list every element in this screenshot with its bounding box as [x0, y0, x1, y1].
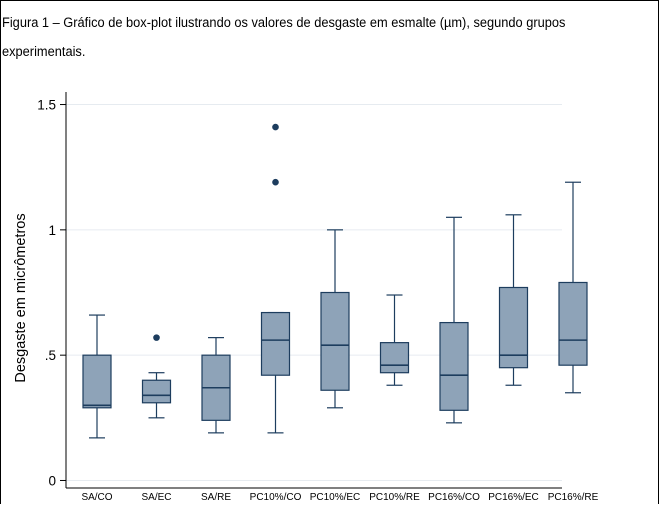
y-axis-label: Desgaste em micrômetros — [13, 213, 29, 382]
y-axis-ticks: 0 .5 1 1.5 — [37, 98, 66, 488]
box-iqr — [558, 281, 588, 366]
x-tick-label: PC16%/RE — [548, 492, 599, 503]
x-tick-label: SA/EC — [141, 492, 171, 503]
box-iqr — [439, 321, 469, 411]
figure-caption: Figura 1 – Gráfico de box-plot ilustrand… — [2, 15, 566, 59]
x-tick-label: PC10%/EC — [310, 492, 361, 503]
boxplot-series — [82, 123, 588, 439]
box-group — [201, 337, 231, 434]
box-group — [82, 314, 112, 439]
x-tick-label: PC16%/CO — [428, 492, 480, 503]
box-iqr — [379, 342, 410, 374]
box-iqr — [82, 354, 112, 409]
box-group — [439, 216, 469, 424]
box-iqr — [320, 291, 350, 391]
y-tick-label: .5 — [45, 348, 56, 363]
box-group — [379, 294, 410, 386]
outlier-point — [272, 178, 279, 186]
box-iqr — [498, 286, 529, 369]
x-tick-label: PC10%/CO — [250, 492, 302, 503]
box-group — [260, 123, 291, 434]
outlier-point — [153, 334, 160, 341]
y-tick-label: 1.5 — [37, 98, 56, 113]
grid-lines — [66, 104, 562, 481]
box-group — [320, 229, 350, 409]
y-tick-label: 1 — [48, 223, 56, 238]
outlier-point — [272, 123, 279, 131]
y-tick-label: 0 — [48, 473, 56, 488]
x-tick-label: SA/CO — [81, 492, 112, 503]
box-iqr — [260, 311, 291, 376]
box-group — [498, 214, 529, 386]
x-tick-label: PC10%/RE — [369, 492, 420, 503]
x-tick-label: SA/RE — [201, 492, 231, 503]
box-group — [141, 334, 172, 419]
x-axis-ticks: SA/CO SA/EC SA/RE PC10%/CO PC10%/EC PC10%/RE P… — [81, 492, 598, 503]
x-tick-label: PC16%/EC — [488, 492, 539, 503]
box-group — [558, 181, 588, 394]
box-iqr — [141, 379, 172, 404]
